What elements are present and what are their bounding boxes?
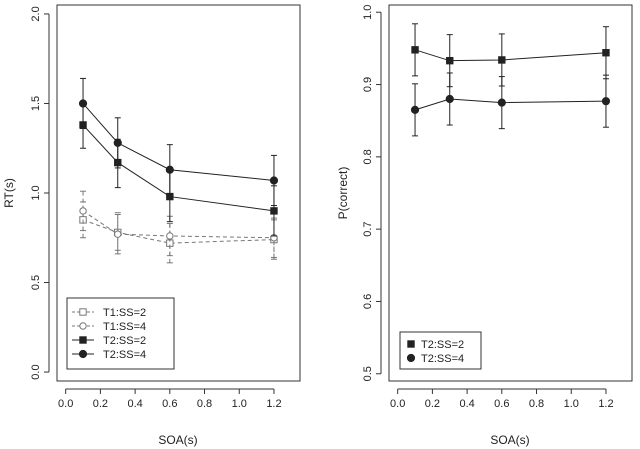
pc-x-tick-label: 0.6 <box>494 398 509 410</box>
rt-y-tick-label: 0.5 <box>30 275 42 290</box>
pcorrect-axis-ticks: 0.0 0.2 0.4 0.6 0.8 1.0 1.2 0.5 0.6 0.7 0.8 0.9 1.0 <box>362 5 614 410</box>
rt-legend-marker <box>79 336 87 344</box>
pc-x-tick-label: 0.2 <box>425 398 440 410</box>
rt-data-point <box>113 138 122 147</box>
pc-data-point <box>602 49 610 57</box>
rt-series-line <box>82 210 274 239</box>
rt-legend: T1:SS=2 T1:SS=4 T2:SS=2 T2:SS=4 <box>66 297 175 370</box>
pc-data-point <box>498 56 506 64</box>
rt-plot-frame <box>56 4 301 382</box>
pc-series-line <box>414 98 606 111</box>
rt-x-tick-label: 0.2 <box>93 398 108 410</box>
rt-series-2 <box>79 101 278 237</box>
rt-y-tick-label: 1.0 <box>30 185 42 200</box>
pc-x-tick-label: 0.4 <box>459 398 474 410</box>
pc-y-tick-label: 1.0 <box>362 5 374 20</box>
pc-data-point <box>411 46 419 54</box>
pc-x-tick-label: 1.0 <box>564 398 579 410</box>
pc-series-1 <box>410 72 611 137</box>
pcorrect-series-group <box>410 23 611 137</box>
rt-x-tick-label: 1.2 <box>266 398 281 410</box>
rt-chart-panel: 0.0 0.2 0.4 0.6 0.8 1.0 1.2 0.0 0.5 1.0 1.5 2.0 SOA… <box>2 4 301 447</box>
pc-x-tick-label: 0.0 <box>390 398 405 410</box>
rt-legend-label: T1:SS=2 <box>103 307 146 319</box>
rt-x-tick-label: 0.8 <box>197 398 212 410</box>
pcorrect-legend: T2:SS=2 T2:SS=4 <box>399 331 482 370</box>
rt-x-tick-label: 0.4 <box>127 398 142 410</box>
rt-data-point <box>270 207 278 215</box>
pcorrect-plot-frame <box>388 4 633 382</box>
pc-data-point <box>497 98 506 107</box>
rt-x-axis-title: SOA(s) <box>158 433 197 447</box>
rt-series-0 <box>79 201 278 264</box>
rt-y-tick-label: 1.5 <box>30 96 42 111</box>
rt-x-tick-label: 0.6 <box>162 398 177 410</box>
pc-legend-label: T2:SS=4 <box>421 353 464 365</box>
pc-legend-label: T2:SS=2 <box>421 339 464 351</box>
pc-series-line <box>414 49 606 62</box>
rt-legend-marker <box>78 349 88 359</box>
rt-series-line <box>82 219 274 244</box>
rt-axis-ticks: 0.0 0.2 0.4 0.6 0.8 1.0 1.2 0.0 0.5 1.0 1.5 2.0 <box>30 6 282 410</box>
pc-x-tick-label: 1.2 <box>598 398 613 410</box>
rt-y-tick-label: 0.0 <box>30 364 42 379</box>
pc-y-tick-label: 0.8 <box>362 149 374 164</box>
pcorrect-y-axis-title: P(correct) <box>336 167 350 220</box>
rt-data-point <box>78 99 88 108</box>
rt-data-point <box>269 176 279 185</box>
rt-data-point <box>114 230 122 238</box>
pc-y-tick-label: 0.6 <box>362 294 374 309</box>
rt-y-tick-label: 2.0 <box>30 6 42 21</box>
pc-data-point <box>445 94 454 104</box>
pcorrect-x-axis-title: SOA(s) <box>490 433 529 447</box>
pc-y-tick-label: 0.5 <box>362 366 374 381</box>
rt-legend-marker <box>79 322 87 330</box>
pc-x-tick-label: 0.8 <box>529 398 544 410</box>
rt-data-point <box>79 207 87 215</box>
rt-x-tick-label: 0.0 <box>58 398 73 410</box>
pc-data-point <box>446 56 454 65</box>
pc-y-tick-label: 0.7 <box>362 222 374 237</box>
pcorrect-chart-panel: 0.0 0.2 0.4 0.6 0.8 1.0 1.20.50.60.70.80.91.0 … <box>336 4 633 447</box>
rt-series-line <box>82 103 275 181</box>
rt-series-group <box>78 77 279 264</box>
pcorrect-legend-box <box>399 331 482 370</box>
rt-series-1 <box>79 190 278 258</box>
rt-data-point <box>165 165 174 174</box>
rt-legend-label: T2:SS=4 <box>103 349 146 361</box>
rt-legend-label: T1:SS=4 <box>103 321 146 333</box>
pc-data-point <box>410 105 420 114</box>
rt-series-3 <box>78 77 279 207</box>
pc-data-point <box>601 97 611 106</box>
pc-y-tick-label: 0.9 <box>362 77 374 92</box>
pc-legend-marker <box>407 340 415 348</box>
rt-legend-label: T2:SS=2 <box>103 335 146 347</box>
rt-series-line <box>82 124 275 212</box>
rt-data-point <box>166 232 174 240</box>
pc-series-0 <box>411 23 610 88</box>
pc-legend-marker <box>406 353 416 363</box>
rt-y-axis-title: RT(s) <box>2 178 16 208</box>
rt-legend-marker <box>79 308 87 316</box>
rt-x-tick-label: 1.0 <box>232 398 247 410</box>
